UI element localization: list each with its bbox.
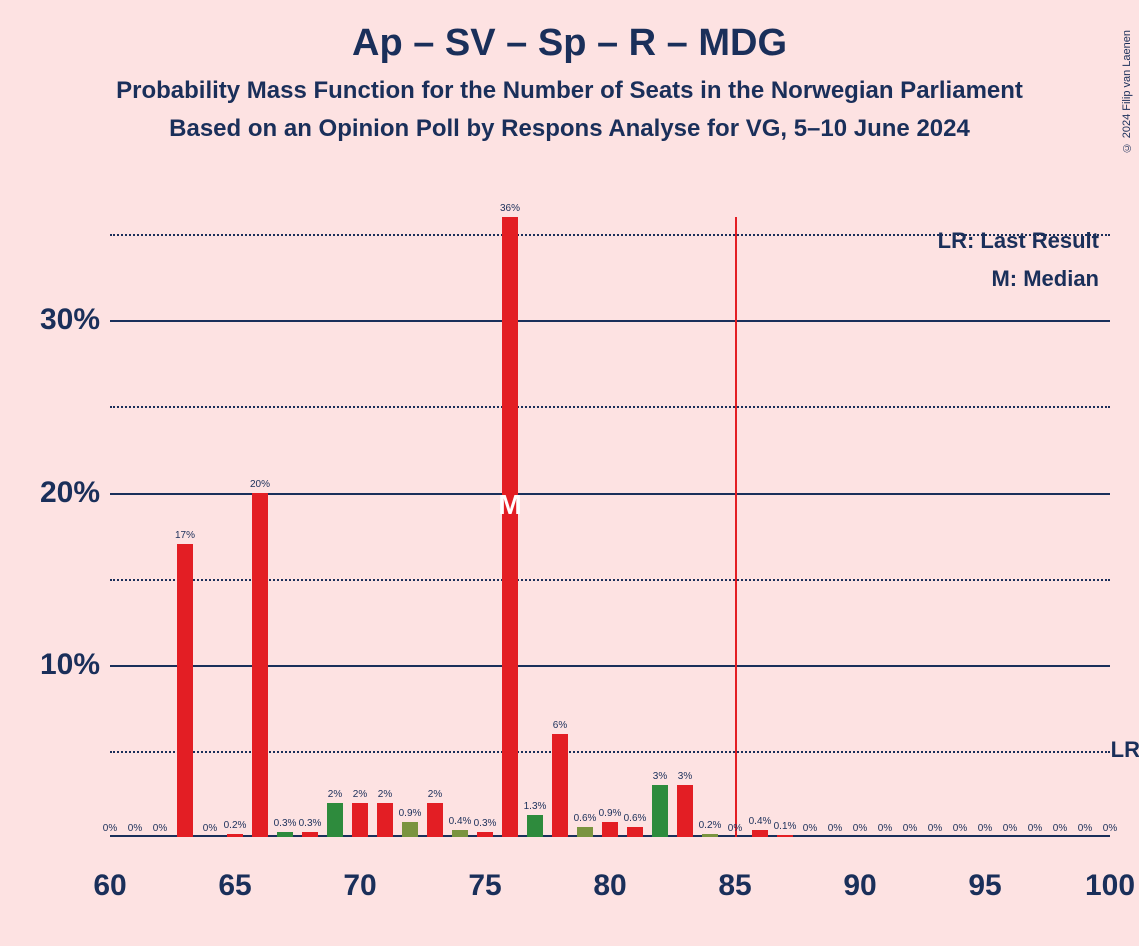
pmf-bar [552,734,568,837]
bar-value-label: 0.9% [399,808,422,819]
pmf-bar [577,827,593,837]
x-axis-label: 85 [718,869,751,903]
y-axis-label: 30% [10,303,100,337]
bar-value-label: 0.3% [474,818,497,829]
bar-value-label: 0% [903,823,917,834]
last-result-label: LR [1111,737,1139,763]
last-result-line [735,217,737,837]
bar-value-label: 3% [653,771,667,782]
bar-value-label: 0% [153,823,167,834]
pmf-bar [352,803,368,837]
bar-value-label: 0% [878,823,892,834]
legend-last-result: LR: Last Result [938,228,1099,254]
bar-value-label: 0.2% [699,820,722,831]
pmf-bar [752,830,768,837]
grid-line-minor [110,406,1110,408]
pmf-bar [652,785,668,837]
bar-value-label: 0.4% [749,816,772,827]
bar-value-label: 2% [428,789,442,800]
x-axis-label: 100 [1085,869,1135,903]
bar-value-label: 36% [500,203,520,214]
bar-value-label: 2% [328,789,342,800]
y-axis-label: 10% [10,648,100,682]
bar-value-label: 0.9% [599,808,622,819]
pmf-bar [502,217,518,837]
bar-value-label: 0.1% [774,821,797,832]
pmf-bar [777,835,793,837]
pmf-bar [227,834,243,837]
bar-value-label: 0% [103,823,117,834]
y-axis-label: 20% [10,476,100,510]
pmf-bar [702,834,718,837]
pmf-bar [302,832,318,837]
bar-value-label: 3% [678,771,692,782]
bar-value-label: 0% [928,823,942,834]
copyright-text: © 2024 Filip van Laenen [1121,30,1133,153]
bar-value-label: 0% [853,823,867,834]
bar-value-label: 0% [803,823,817,834]
pmf-bar [602,822,618,838]
pmf-bar [627,827,643,837]
bar-value-label: 0.3% [274,818,297,829]
pmf-bar [677,785,693,837]
x-axis-label: 90 [843,869,876,903]
x-axis-label: 80 [593,869,626,903]
chart-subtitle-1: Probability Mass Function for the Number… [0,77,1139,105]
pmf-bar [252,493,268,837]
bar-value-label: 0% [1053,823,1067,834]
pmf-bar [277,832,293,837]
x-axis-label: 60 [93,869,126,903]
bar-value-label: 2% [353,789,367,800]
x-axis-label: 65 [218,869,251,903]
pmf-bar [402,822,418,838]
bar-value-label: 0% [1028,823,1042,834]
pmf-bar [177,544,193,837]
bar-value-label: 0.3% [299,818,322,829]
grid-line-major [110,320,1110,322]
chart-title-main: Ap – SV – Sp – R – MDG [0,22,1139,65]
median-marker: M [498,489,521,521]
x-axis-label: 70 [343,869,376,903]
bar-value-label: 1.3% [524,801,547,812]
x-axis-label: 75 [468,869,501,903]
pmf-bar [452,830,468,837]
bar-value-label: 0.6% [624,813,647,824]
pmf-bar [427,803,443,837]
bar-value-label: 0% [1103,823,1117,834]
pmf-bar [327,803,343,837]
bar-value-label: 0% [1078,823,1092,834]
chart-subtitle-2: Based on an Opinion Poll by Respons Anal… [0,115,1139,143]
bar-value-label: 0% [728,823,742,834]
bar-value-label: 0% [953,823,967,834]
pmf-bar [477,832,493,837]
bar-value-label: 2% [378,789,392,800]
bar-value-label: 17% [175,530,195,541]
pmf-bar [527,815,543,837]
bar-value-label: 0.6% [574,813,597,824]
legend-median: M: Median [991,266,1099,292]
plot-area: 10%20%30%6065707580859095100LR0%0%0%17%0… [110,217,1110,837]
bar-value-label: 0% [828,823,842,834]
bar-value-label: 0% [1003,823,1017,834]
bar-value-label: 0% [203,823,217,834]
bar-value-label: 20% [250,479,270,490]
bar-value-label: 0% [128,823,142,834]
pmf-bar [377,803,393,837]
x-axis-label: 95 [968,869,1001,903]
bar-value-label: 0.4% [449,816,472,827]
bar-value-label: 0.2% [224,820,247,831]
bar-value-label: 0% [978,823,992,834]
bar-value-label: 6% [553,720,567,731]
